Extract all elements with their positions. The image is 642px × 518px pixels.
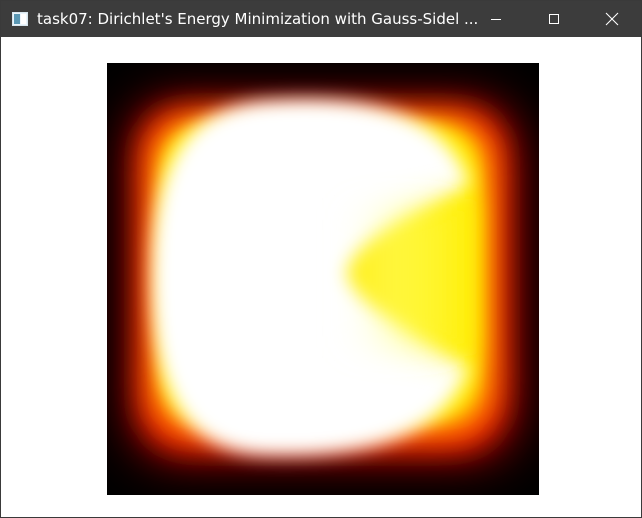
close-button[interactable] (589, 1, 635, 37)
app-window-icon[interactable] (12, 12, 28, 26)
maximize-icon (548, 13, 560, 25)
close-icon (605, 12, 619, 26)
heatmap-viewport[interactable] (107, 63, 539, 495)
heatmap-canvas (107, 63, 539, 495)
maximize-button[interactable] (531, 1, 577, 37)
window-title: task07: Dirichlet's Energy Minimization … (37, 10, 479, 28)
minimize-button[interactable] (473, 1, 519, 37)
title-bar[interactable]: task07: Dirichlet's Energy Minimization … (1, 1, 641, 37)
minimize-icon (490, 13, 502, 25)
